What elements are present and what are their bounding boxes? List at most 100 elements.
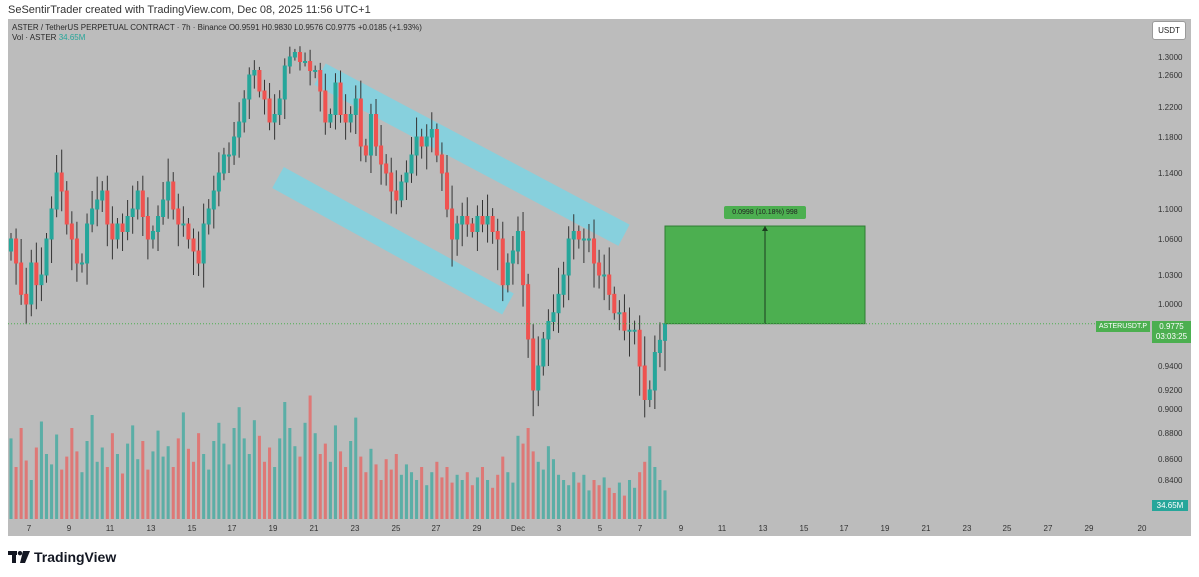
candle-body	[526, 284, 531, 340]
volume-bar	[653, 467, 657, 519]
candle-body	[571, 231, 576, 240]
tradingview-logo[interactable]: TradingView	[8, 549, 116, 565]
time-tick-label: 7	[27, 524, 32, 533]
price-tick-label: 0.9200	[1158, 386, 1183, 395]
volume-tag: 34.65M	[1152, 500, 1188, 511]
candle-body	[85, 223, 90, 264]
price-tick-label: 0.8600	[1158, 455, 1183, 464]
volume-bar	[643, 461, 647, 519]
volume-bar	[207, 469, 211, 519]
price-tick-label: 1.0000	[1158, 300, 1183, 309]
chart-svg[interactable]: 1.3000 1.2600 1.2200 1.1800 1.1400 1.1000 1.06…	[8, 19, 1191, 536]
volume-bar	[151, 451, 155, 519]
volume-bar	[582, 474, 586, 519]
volume-bar	[242, 438, 246, 519]
volume-bar	[546, 446, 550, 519]
candle-body	[455, 223, 460, 240]
candle-body	[439, 154, 444, 174]
time-tick-label: 15	[188, 524, 197, 533]
price-tick-label: 0.8800	[1158, 429, 1183, 438]
channel-upper-band	[314, 63, 630, 246]
candle-body	[211, 190, 216, 210]
candle-body	[343, 114, 348, 123]
time-tick-label: 25	[392, 524, 401, 533]
volume-bar	[90, 415, 94, 519]
volume-bar	[44, 454, 49, 519]
volume-bar	[344, 467, 348, 519]
candle-body	[69, 223, 74, 240]
time-tick-label: 13	[759, 524, 768, 533]
legend-vol-label: Vol · ASTER	[12, 33, 57, 42]
candle-body	[521, 231, 526, 286]
time-tick-label: 17	[840, 524, 849, 533]
candle-body	[95, 199, 100, 210]
candle-body	[64, 190, 69, 225]
candle-body	[399, 181, 404, 201]
time-tick-label: 5	[598, 524, 603, 533]
volume-layer	[9, 395, 667, 519]
volume-bar	[227, 464, 231, 519]
candle-body	[145, 216, 150, 240]
volume-bar	[557, 474, 561, 519]
candle-body	[100, 190, 105, 201]
channel-layer	[272, 63, 630, 315]
candle-body	[662, 323, 668, 341]
volume-bar	[278, 438, 282, 519]
volume-bar	[486, 480, 490, 519]
candle-body	[272, 114, 277, 123]
candle-body	[450, 208, 455, 240]
volume-bar	[197, 433, 201, 519]
volume-bar	[415, 480, 419, 519]
time-tick-label: 11	[718, 524, 727, 533]
volume-bar	[39, 421, 43, 519]
candle-body	[480, 216, 485, 225]
candle-body	[282, 65, 287, 100]
volume-bar	[161, 456, 165, 519]
volume-bar	[450, 482, 454, 519]
candle-body	[308, 61, 313, 71]
candle-body	[120, 223, 125, 232]
candle-body	[384, 163, 389, 174]
volume-bar	[176, 438, 180, 519]
candle-body	[90, 208, 95, 225]
top-bar: SeSentirTrader created with TradingView.…	[0, 0, 1199, 19]
currency-unit-button[interactable]: USDT	[1152, 21, 1186, 40]
bar-countdown: 03:03:25	[1155, 332, 1188, 341]
time-tick-label: 19	[269, 524, 278, 533]
volume-bar	[288, 428, 292, 519]
price-tick-label: 1.1800	[1158, 133, 1183, 142]
candle-body	[586, 238, 591, 241]
volume-bar	[262, 461, 267, 519]
candle-body	[465, 216, 470, 225]
price-axis: 1.3000 1.2600 1.2200 1.1800 1.1400 1.1000 1.06…	[1158, 53, 1183, 508]
candle-body	[135, 190, 140, 210]
volume-bar	[465, 472, 469, 519]
volume-bar	[247, 454, 251, 519]
volume-bar	[470, 485, 474, 519]
candle-body	[186, 223, 191, 240]
volume-bar	[202, 454, 206, 519]
candle-body	[29, 262, 34, 305]
legend-vol-value: 34.65M	[58, 33, 86, 42]
candle-body	[470, 223, 475, 232]
volume-bar	[587, 490, 591, 519]
volume-bar	[491, 487, 495, 519]
volume-bar	[156, 430, 160, 519]
volume-bar	[65, 456, 69, 519]
candle-body	[637, 329, 642, 367]
chart-pane[interactable]: 1.3000 1.2600 1.2200 1.1800 1.1400 1.1000 1.06…	[8, 19, 1191, 536]
candle-body	[150, 231, 155, 240]
candle-body	[140, 190, 145, 217]
price-tick-label: 0.9000	[1158, 405, 1183, 414]
volume-bar	[638, 472, 642, 519]
candle-body	[607, 274, 612, 295]
volume-bar	[460, 480, 464, 519]
time-tick-label: 27	[1044, 524, 1053, 533]
volume-bar	[612, 493, 616, 519]
volume-bar	[531, 451, 535, 519]
tradingview-logo-icon	[8, 551, 30, 563]
candle-body	[551, 312, 556, 322]
volume-bar	[496, 474, 500, 519]
candle-body	[323, 90, 328, 123]
time-tick-label: 9	[67, 524, 72, 533]
